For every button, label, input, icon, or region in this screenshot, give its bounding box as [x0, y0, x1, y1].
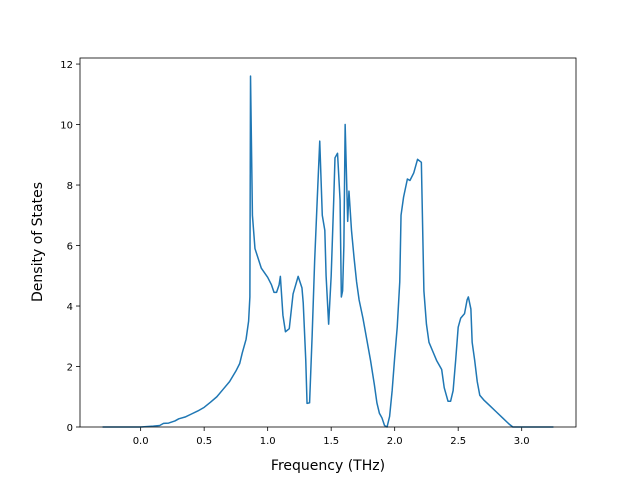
y-tick-label: 12 — [60, 60, 73, 71]
x-axis-label: Frequency (THz) — [271, 458, 385, 474]
plot-frame — [79, 57, 577, 428]
y-tick-label: 6 — [67, 242, 73, 253]
x-tick-label: 0.0 — [133, 436, 149, 447]
y-tick-label: 4 — [67, 302, 73, 313]
x-tick-label: 2.5 — [450, 436, 466, 447]
y-tick-label: 8 — [67, 181, 73, 192]
x-tick-label: 2.0 — [387, 436, 403, 447]
y-tick-label: 0 — [67, 423, 73, 434]
data-line — [102, 75, 554, 428]
x-tick-label: 1.0 — [260, 436, 276, 447]
x-tick-label: 0.5 — [196, 436, 212, 447]
y-axis-label: Density of States — [30, 182, 46, 302]
y-tick-label: 2 — [67, 363, 73, 374]
y-tick-label: 10 — [60, 121, 73, 132]
x-tick-label: 1.5 — [323, 436, 339, 447]
x-tick-label: 3.0 — [514, 436, 530, 447]
